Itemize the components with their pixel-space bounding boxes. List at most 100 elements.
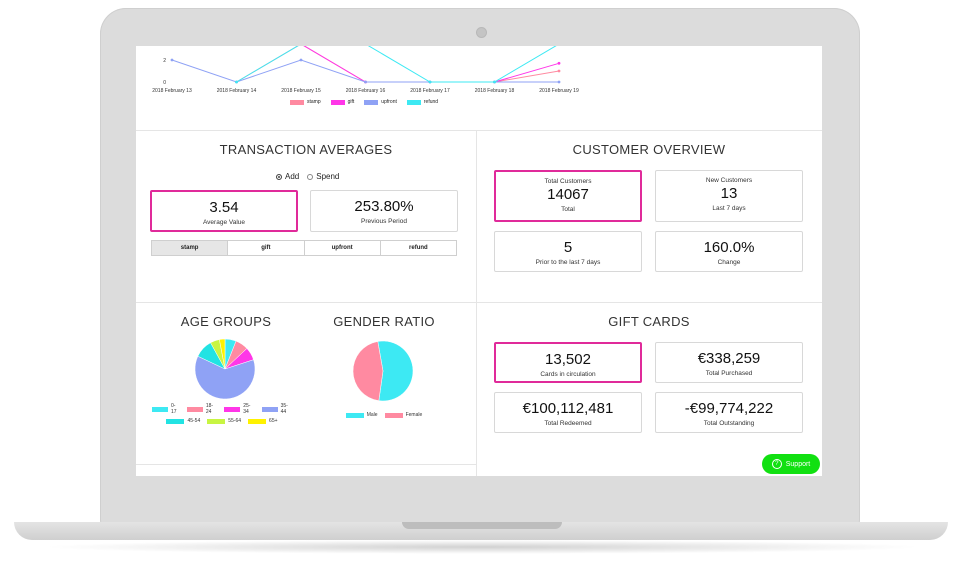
data-point-upfront[interactable] xyxy=(299,58,303,62)
legend-item-age[interactable]: 65+ xyxy=(248,418,278,424)
data-point-upfront[interactable] xyxy=(170,58,174,62)
radio-add-label: Add xyxy=(285,172,300,181)
total-purchased-card[interactable]: €338,259 Total Purchased xyxy=(655,342,803,383)
new-customers-value: 13 xyxy=(720,185,738,202)
divider xyxy=(136,130,822,131)
total-purchased-value: €338,259 xyxy=(697,350,761,367)
legend-item-age[interactable]: 45-54 xyxy=(166,418,200,424)
x-tick-label: 2018 February 16 xyxy=(346,88,386,94)
total-redeemed-label: Total Redeemed xyxy=(544,420,592,427)
legend-label: 0-17 xyxy=(170,403,177,415)
total-outstanding-card[interactable]: -€99,774,222 Total Outstanding xyxy=(655,392,803,433)
support-button[interactable]: ? Support xyxy=(762,454,820,474)
x-tick-label: 2018 February 18 xyxy=(475,88,515,94)
legend-item-gift[interactable]: gift xyxy=(330,99,355,105)
line-chart-legend: stamp gift upfront refund xyxy=(290,99,438,105)
total-customers-card[interactable]: Total Customers 14067 Total xyxy=(494,170,642,222)
legend-label: 35-44 xyxy=(280,403,288,415)
legend-label: upfront xyxy=(381,99,397,105)
transaction-type-tabs: stamp gift upfront refund xyxy=(151,240,457,256)
legend-item-upfront[interactable]: upfront xyxy=(364,99,397,105)
x-tick-label: 2018 February 19 xyxy=(539,88,579,94)
pie-slice[interactable] xyxy=(377,340,414,402)
tab-refund[interactable]: refund xyxy=(380,241,456,255)
transaction-averages-title: TRANSACTION AVERAGES xyxy=(219,142,393,157)
pie-slice[interactable] xyxy=(352,341,384,401)
total-customers-heading: Total Customers xyxy=(544,178,592,185)
data-point-gift[interactable] xyxy=(557,61,561,65)
legend-item-age[interactable]: 18-24 xyxy=(186,403,217,415)
gender-ratio-pie xyxy=(352,340,414,402)
legend-swatch xyxy=(384,412,403,418)
total-outstanding-value: -€99,774,222 xyxy=(684,400,774,417)
legend-swatch xyxy=(345,412,364,418)
change-label: Change xyxy=(717,259,741,266)
legend-item-female[interactable]: Female xyxy=(384,412,422,418)
prior-customers-card[interactable]: 5 Prior to the last 7 days xyxy=(494,231,642,272)
customer-overview-title: CUSTOMER OVERVIEW xyxy=(572,142,726,157)
pie-slice[interactable] xyxy=(219,338,226,370)
average-value-card[interactable]: 3.54 Average Value xyxy=(150,190,298,232)
data-point-upfront[interactable] xyxy=(364,80,367,84)
legend-item-age[interactable]: 55-64 xyxy=(207,418,241,424)
divider xyxy=(136,464,476,465)
laptop-notch xyxy=(402,522,562,529)
legend-swatch xyxy=(207,418,226,424)
transactions-line-chart: 0 2 2018 February 13 2018 February 14 2018 F… xyxy=(136,46,822,130)
prior-customers-value: 5 xyxy=(563,239,573,256)
cards-in-circulation-label: Cards in circulation xyxy=(540,371,596,378)
laptop-shadow xyxy=(40,540,924,554)
data-point-refund[interactable] xyxy=(428,80,432,84)
radio-spend[interactable]: Spend xyxy=(307,172,339,181)
tab-stamp[interactable]: stamp xyxy=(152,241,229,255)
x-tick-label: 2018 February 17 xyxy=(410,88,450,94)
series-line-stamp xyxy=(236,46,560,83)
tab-upfront[interactable]: upfront xyxy=(304,241,381,255)
legend-item-age[interactable]: 25-34 xyxy=(224,403,254,415)
data-point-upfront[interactable] xyxy=(557,80,561,84)
data-point-refund[interactable] xyxy=(493,80,496,84)
legend-label: gift xyxy=(347,99,355,105)
legend-swatch xyxy=(364,99,379,105)
legend-swatch xyxy=(330,99,345,105)
data-point-stamp[interactable] xyxy=(557,69,561,73)
legend-label: 55-64 xyxy=(228,418,242,424)
legend-swatch xyxy=(261,406,278,412)
legend-item-refund[interactable]: refund xyxy=(406,99,439,105)
new-customers-heading: New Customers xyxy=(705,177,753,184)
age-groups-pie xyxy=(194,338,256,400)
previous-period-value: 253.80% xyxy=(354,198,414,215)
previous-period-card[interactable]: 253.80% Previous Period xyxy=(310,190,458,232)
legend-label: 45-54 xyxy=(187,418,201,424)
cards-in-circulation-value: 13,502 xyxy=(545,351,591,368)
legend-swatch xyxy=(166,418,185,424)
age-groups-legend: 0-17 18-24 25-34 35-44 45-54 55-64 65+ xyxy=(152,403,292,427)
legend-item-male[interactable]: Male xyxy=(345,412,378,418)
total-customers-value: 14067 xyxy=(547,186,589,203)
average-value: 3.54 xyxy=(209,199,239,216)
total-redeemed-card[interactable]: €100,112,481 Total Redeemed xyxy=(494,392,642,433)
legend-swatch xyxy=(248,418,267,424)
legend-label: refund xyxy=(423,99,439,105)
divider xyxy=(476,130,477,476)
pie-slice[interactable] xyxy=(194,355,256,400)
legend-label: Male xyxy=(366,412,378,418)
radio-spend-label: Spend xyxy=(316,172,340,181)
cards-in-circulation-card[interactable]: 13,502 Cards in circulation xyxy=(494,342,642,383)
total-redeemed-value: €100,112,481 xyxy=(522,400,614,417)
series-line-refund xyxy=(236,46,557,83)
series-line-gift xyxy=(303,46,560,83)
legend-item-age[interactable]: 0-17 xyxy=(152,403,180,415)
x-tick-label: 2018 February 15 xyxy=(281,88,321,94)
data-point-refund[interactable] xyxy=(235,80,238,84)
change-card[interactable]: 160.0% Change xyxy=(655,231,803,272)
legend-item-stamp[interactable]: stamp xyxy=(290,99,321,105)
radio-add[interactable]: Add xyxy=(276,172,299,181)
gift-cards-title: GIFT CARDS xyxy=(608,314,690,329)
total-purchased-label: Total Purchased xyxy=(705,370,753,377)
legend-item-age[interactable]: 35-44 xyxy=(261,403,292,415)
laptop-base xyxy=(14,522,948,540)
tab-gift[interactable]: gift xyxy=(228,241,305,255)
change-value: 160.0% xyxy=(703,239,755,256)
new-customers-card[interactable]: New Customers 13 Last 7 days xyxy=(655,170,803,222)
